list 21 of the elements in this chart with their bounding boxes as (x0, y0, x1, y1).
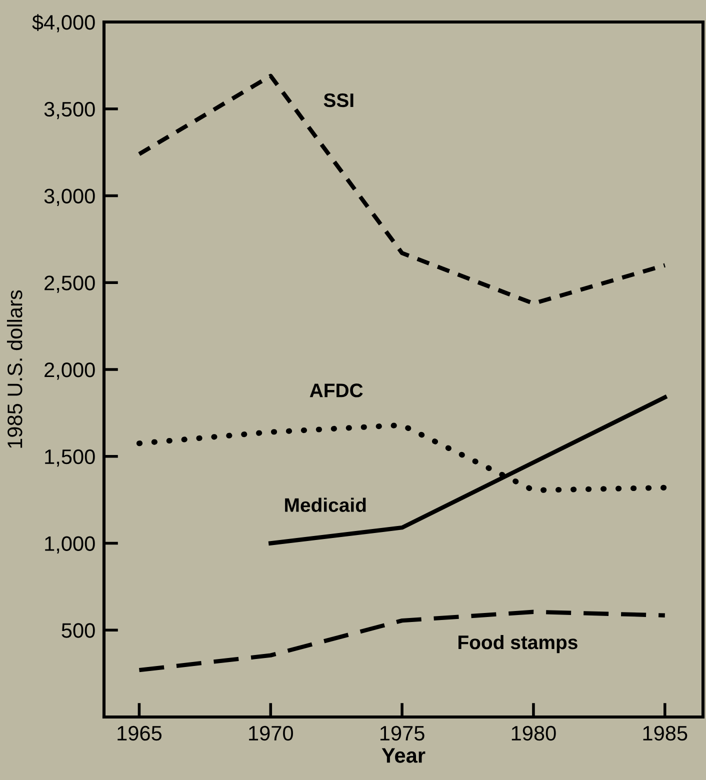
y-tick-label: 2,500 (44, 276, 95, 293)
y-tick-label: 1,000 (45, 536, 95, 554)
series-label: Medicaid (285, 498, 366, 512)
x-tick-label: 1970 (249, 726, 293, 741)
y-axis-title: 1985 U.S. dollars (6, 290, 22, 448)
y-tick-label: 1,500 (45, 449, 95, 467)
line-series (137, 74, 667, 306)
y-tick-label: 3,000 (44, 188, 95, 206)
series-label: Food stamps (458, 634, 578, 654)
series-label: AFDC (310, 384, 363, 398)
x-tick-label: 1985 (643, 726, 688, 741)
y-tick-label: 3,500 (44, 102, 95, 120)
y-tick-label: $4,000 (32, 14, 95, 32)
x-tick-label: 1975 (380, 726, 424, 741)
line-series (137, 610, 667, 672)
y-tick-label: 2,000 (44, 362, 95, 380)
y-tick-label: 500 (62, 623, 95, 638)
x-tick-label: 1965 (118, 726, 162, 741)
series-label: SSI (324, 93, 354, 108)
x-tick-label: 1980 (512, 726, 556, 741)
x-axis-title: Year (382, 748, 426, 763)
